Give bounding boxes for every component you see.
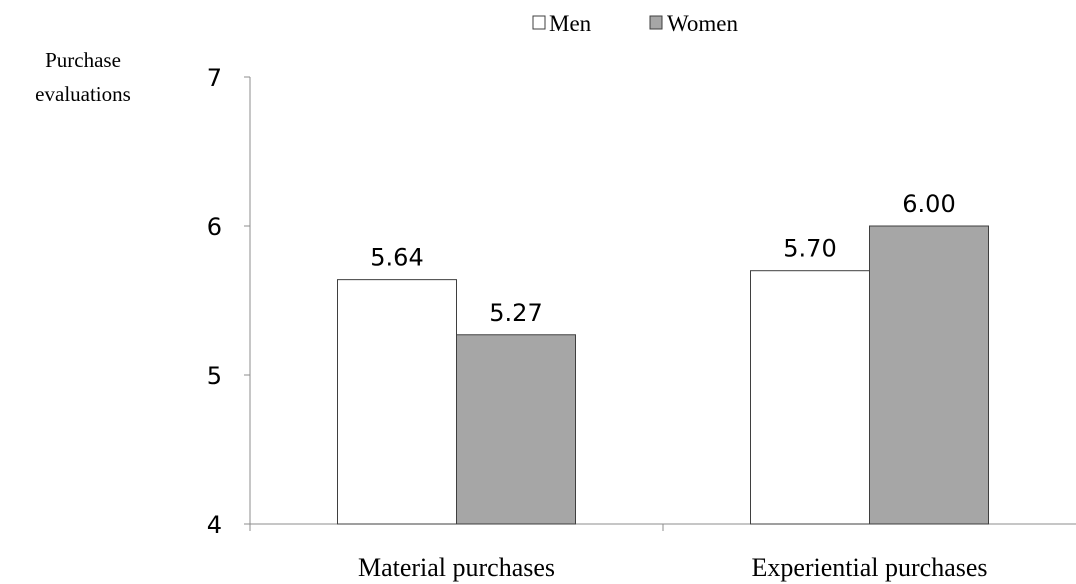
data-label-women-0: 5.27 bbox=[489, 299, 542, 327]
bars bbox=[337, 225, 989, 525]
bar-men-1 bbox=[750, 270, 870, 525]
category-label-0: Material purchases bbox=[358, 553, 555, 582]
bar-women-0 bbox=[456, 334, 576, 525]
legend-swatch-men bbox=[532, 15, 546, 30]
bar-women-1 bbox=[869, 225, 989, 525]
y-tick-label: 6 bbox=[207, 213, 222, 241]
legend-label-women: Women bbox=[667, 11, 738, 36]
y-axis-ticks: 4 5 6 7 bbox=[207, 64, 664, 539]
legend: Men Women bbox=[532, 11, 738, 36]
legend-label-men: Men bbox=[549, 11, 592, 36]
data-label-women-1: 6.00 bbox=[902, 190, 955, 218]
data-label-men-1: 5.70 bbox=[783, 235, 836, 263]
y-axis-label-line-2: evaluations bbox=[35, 82, 131, 106]
y-axis-label-line-1: Purchase bbox=[45, 48, 121, 72]
y-tick-label: 5 bbox=[207, 362, 222, 390]
bar-men-0 bbox=[337, 279, 457, 525]
data-label-men-0: 5.64 bbox=[370, 244, 423, 272]
x-axis-category-labels: Material purchases Experiential purchases bbox=[358, 553, 988, 582]
y-tick-label: 4 bbox=[207, 511, 222, 539]
legend-swatch-women bbox=[649, 15, 663, 30]
y-tick-label: 7 bbox=[207, 64, 222, 92]
category-label-1: Experiential purchases bbox=[751, 553, 987, 582]
value-labels: 5.64 5.27 5.70 6.00 bbox=[370, 190, 955, 327]
